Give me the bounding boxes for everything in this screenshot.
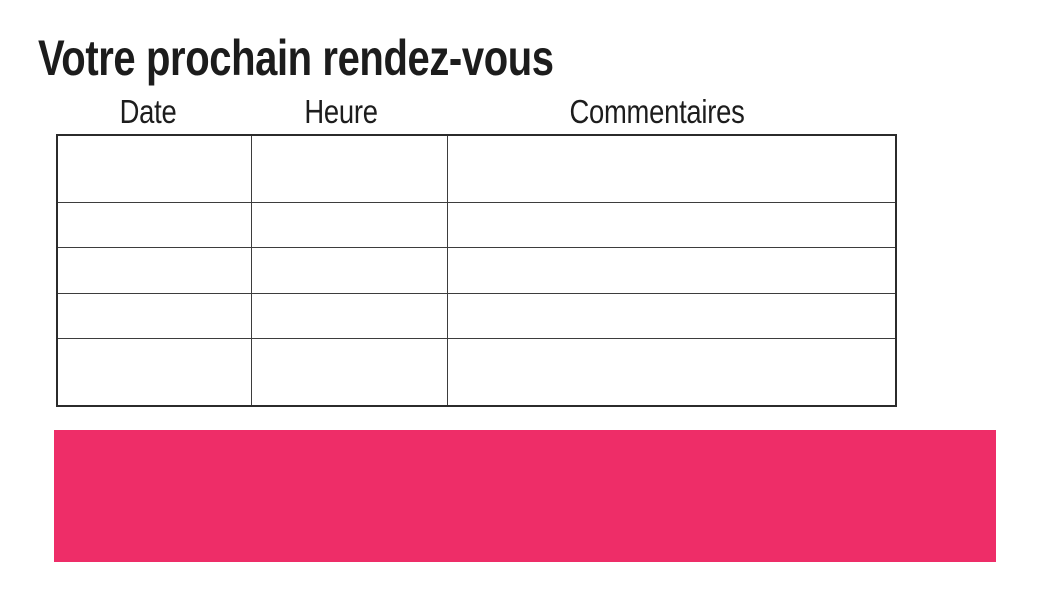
table-cell (250, 337, 448, 407)
table-cell (56, 337, 252, 407)
table-row (56, 134, 897, 204)
column-header-commentaires: Commentaires (552, 95, 763, 128)
column-header-date: Date (114, 95, 183, 128)
table-cell (446, 247, 897, 294)
table-cell (250, 202, 448, 249)
column-header-date-label: Date (119, 93, 177, 130)
table-row (56, 337, 897, 407)
column-header-heure-label: Heure (304, 93, 378, 130)
table-cell (56, 247, 252, 294)
table-row (56, 292, 897, 339)
table-cell (446, 337, 897, 407)
table-cell (250, 134, 448, 204)
table-cell (446, 202, 897, 249)
table-cell (446, 134, 897, 204)
table-row (56, 247, 897, 294)
table-cell (250, 292, 448, 339)
table-cell (56, 134, 252, 204)
appointments-table (56, 134, 897, 407)
column-header-heure: Heure (297, 95, 385, 128)
table-cell (250, 247, 448, 294)
highlight-banner (54, 430, 996, 562)
table-cell (446, 292, 897, 339)
page-title: Votre prochain rendez-vous (38, 30, 554, 86)
table-row (56, 202, 897, 249)
table-cell (56, 202, 252, 249)
column-header-commentaires-label: Commentaires (569, 93, 745, 130)
appointments-table-body (56, 134, 897, 407)
table-cell (56, 292, 252, 339)
